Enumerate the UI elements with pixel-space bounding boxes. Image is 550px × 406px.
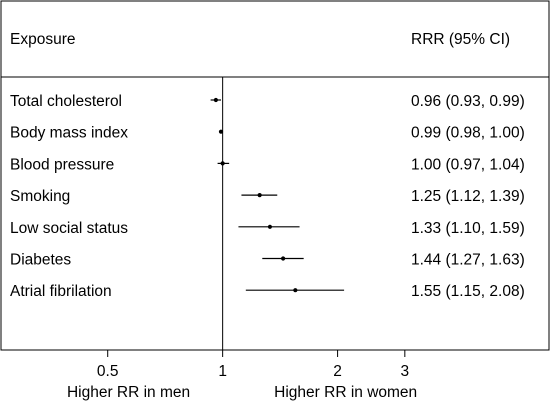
- row-label: Total cholesterol: [10, 93, 122, 110]
- point-estimate: [281, 256, 286, 261]
- estimate-text: 1.33 (1.10, 1.59): [411, 220, 525, 237]
- plot-frame: [0, 0, 550, 351]
- point-estimate: [213, 97, 218, 103]
- estimate-text: 1.25 (1.12, 1.39): [411, 188, 525, 205]
- estimate-text: 1.00 (0.97, 1.04): [411, 156, 525, 173]
- row-label: Smoking: [10, 188, 70, 205]
- forest-row: Body mass index 0.99 (0.98, 1.00): [10, 125, 525, 142]
- point-estimate: [218, 129, 224, 134]
- forest-row: Blood pressure 1.00 (0.97, 1.04): [10, 156, 525, 173]
- estimate-text: 0.96 (0.93, 0.99): [411, 93, 525, 110]
- exposure-header: Exposure: [10, 31, 75, 48]
- row-label: Blood pressure: [10, 156, 114, 173]
- estimate-header: RRR (95% CI): [411, 31, 510, 48]
- x-tick-label: 1: [218, 363, 227, 380]
- row-label: Low social status: [10, 220, 128, 237]
- x-tick-label: 3: [401, 363, 410, 380]
- estimate-text: 1.55 (1.15, 2.08): [411, 283, 525, 300]
- forest-row: Atrial fibrilation 1.55 (1.15, 2.08): [10, 283, 525, 300]
- row-label: Atrial fibrilation: [10, 283, 112, 300]
- forest-row: Diabetes 1.44 (1.27, 1.63): [10, 252, 525, 269]
- row-label: Diabetes: [10, 252, 71, 269]
- estimate-text: 0.99 (0.98, 1.00): [411, 125, 525, 142]
- forest-row: Low social status 1.33 (1.10, 1.59): [10, 220, 525, 237]
- x-tick-label: 2: [333, 363, 342, 380]
- x-axis-ticks: 0.5 1 2 3: [97, 350, 409, 380]
- point-estimate: [267, 224, 273, 229]
- estimate-text: 1.44 (1.27, 1.63): [411, 252, 525, 269]
- rows-layer: Total cholesterol 0.96 (0.93, 0.99) Body m…: [10, 93, 525, 300]
- forest-row: Total cholesterol 0.96 (0.93, 0.99): [10, 93, 525, 110]
- forest-row: Smoking 1.25 (1.12, 1.39): [10, 188, 525, 205]
- point-estimate: [293, 288, 298, 293]
- x-caption-women: Higher RR in women: [274, 384, 417, 401]
- x-tick-label: 0.5: [97, 363, 119, 380]
- row-label: Body mass index: [10, 125, 128, 142]
- point-estimate: [257, 193, 262, 198]
- x-caption-men: Higher RR in men: [67, 384, 190, 401]
